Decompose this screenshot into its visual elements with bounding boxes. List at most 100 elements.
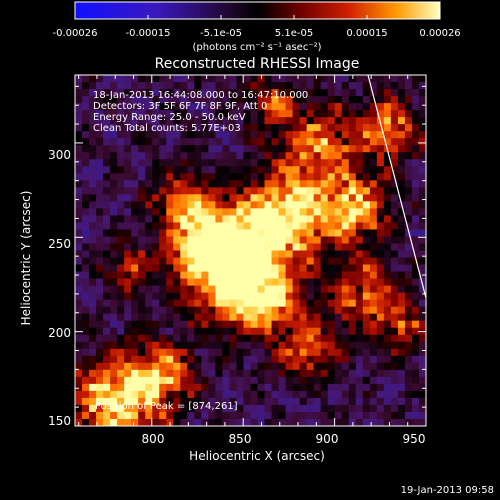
heatmap-cell <box>299 411 308 420</box>
heatmap-cell <box>103 306 111 315</box>
solar-limb-line <box>367 75 426 299</box>
heatmap-cell <box>152 138 160 146</box>
heatmap-cell <box>278 243 287 252</box>
heatmap-cell <box>411 327 420 336</box>
heatmap-cell <box>390 376 399 385</box>
heatmap-cell <box>243 145 252 153</box>
heatmap-cell <box>243 152 252 160</box>
heatmap-cell <box>313 229 322 238</box>
heatmap-cell <box>418 292 426 301</box>
heatmap-cell <box>215 166 224 174</box>
heatmap-cell <box>243 341 252 350</box>
heatmap-cell <box>383 243 392 252</box>
heatmap-cell <box>194 383 202 392</box>
heatmap-cell <box>313 215 322 224</box>
heatmap-cell <box>166 376 174 385</box>
heatmap-cell <box>418 96 426 104</box>
heatmap-cell <box>264 236 273 245</box>
heatmap-cell <box>313 341 322 350</box>
heatmap-cell <box>82 166 90 174</box>
heatmap-cell <box>285 390 294 399</box>
heatmap-cell <box>362 257 371 266</box>
heatmap-cell <box>362 152 371 160</box>
heatmap-cell <box>110 404 118 413</box>
heatmap-cell <box>201 166 209 174</box>
heatmap-cell <box>236 222 245 231</box>
heatmap-cell <box>222 215 231 224</box>
heatmap-cell <box>278 131 287 139</box>
heatmap-cell <box>222 341 231 350</box>
heatmap-cell <box>82 180 90 188</box>
heatmap-cell <box>299 390 308 399</box>
heatmap-cell <box>215 236 224 245</box>
heatmap-cell <box>369 152 378 160</box>
heatmap-cell <box>152 264 160 273</box>
heatmap-cell <box>348 110 357 118</box>
heatmap-cell <box>159 180 167 188</box>
heatmap-cell <box>306 159 315 167</box>
heatmap-cell <box>250 117 259 125</box>
heatmap-cell <box>355 180 364 188</box>
heatmap-cell <box>159 194 167 202</box>
heatmap-cell <box>145 271 153 280</box>
heatmap-cell <box>187 334 195 343</box>
heatmap-cell <box>75 145 83 153</box>
heatmap-cell <box>124 285 132 294</box>
heatmap-cell <box>180 222 188 231</box>
heatmap-cell <box>159 278 167 287</box>
heatmap-cell <box>362 166 371 174</box>
heatmap-cell <box>145 215 153 224</box>
heatmap-cell <box>159 257 167 266</box>
heatmap-cell <box>299 278 308 287</box>
heatmap-cell <box>285 138 294 146</box>
heatmap-cell <box>278 103 287 111</box>
heatmap-cell <box>194 194 202 202</box>
heatmap-cell <box>229 355 238 364</box>
heatmap-cell <box>341 208 350 216</box>
heatmap-cell <box>180 313 188 322</box>
heatmap-cell <box>152 383 160 392</box>
heatmap-cell <box>341 285 350 294</box>
heatmap-cell <box>138 166 146 174</box>
heatmap-cell <box>397 348 406 357</box>
heatmap-cell <box>313 159 322 167</box>
heatmap-cell <box>250 75 259 83</box>
heatmap-cell <box>89 348 97 357</box>
heatmap-cell <box>264 82 273 90</box>
heatmap-cell <box>355 236 364 245</box>
heatmap-cell <box>243 418 252 426</box>
heatmap-cell <box>383 103 392 111</box>
heatmap-cell <box>236 159 245 167</box>
heatmap-cell <box>117 250 125 259</box>
heatmap-cell <box>369 376 378 385</box>
heatmap-cell <box>383 355 392 364</box>
heatmap-cell <box>243 82 252 90</box>
heatmap-cell <box>145 278 153 287</box>
heatmap-cell <box>75 208 83 216</box>
heatmap-cell <box>173 82 181 90</box>
heatmap-cell <box>201 376 209 385</box>
heatmap-cell <box>131 271 139 280</box>
heatmap-cell <box>215 327 224 336</box>
heatmap-cell <box>75 376 83 385</box>
heatmap-cell <box>383 215 392 224</box>
heatmap-cell <box>397 299 406 308</box>
heatmap-cell <box>404 110 413 118</box>
heatmap-cell <box>390 229 399 238</box>
heatmap-cell <box>201 215 209 224</box>
heatmap-cell <box>201 82 209 90</box>
heatmap-cell <box>376 327 385 336</box>
heatmap-cell <box>257 201 266 209</box>
heatmap-cell <box>320 285 329 294</box>
heatmap-cell <box>208 124 216 132</box>
heatmap-cell <box>187 194 195 202</box>
heatmap-cell <box>376 362 385 371</box>
heatmap-cell <box>292 278 301 287</box>
heatmap-cell <box>75 355 83 364</box>
heatmap-cell <box>187 376 195 385</box>
heatmap-cell <box>418 348 426 357</box>
heatmap-cell <box>194 292 202 301</box>
heatmap-cell <box>187 285 195 294</box>
heatmap-cell <box>404 390 413 399</box>
heatmap-cell <box>180 299 188 308</box>
